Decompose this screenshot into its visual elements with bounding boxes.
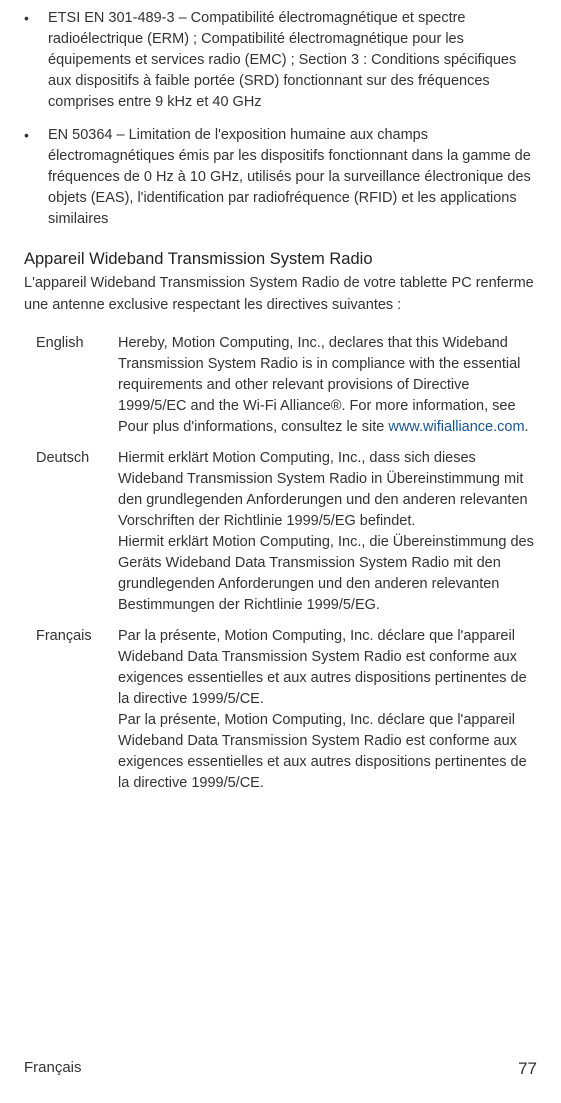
language-label: Deutsch [36, 448, 118, 616]
bullet-marker: • [24, 8, 48, 113]
page-number: 77 [518, 1059, 537, 1079]
table-row: Français Par la présente, Motion Computi… [36, 626, 537, 794]
list-item-text: EN 50364 – Limitation de l'exposition hu… [48, 125, 537, 230]
intro-text: L'appareil Wideband Transmission System … [24, 273, 537, 317]
language-declarations-table: English Hereby, Motion Computing, Inc., … [24, 333, 537, 794]
declaration-text: Hereby, Motion Computing, Inc., declares… [118, 333, 537, 438]
declaration-text: Par la présente, Motion Computing, Inc. … [118, 626, 537, 794]
page-footer: Français 77 [0, 1059, 561, 1079]
link-text[interactable]: www.wifialliance.com [388, 419, 524, 435]
section-heading: Appareil Wideband Transmission System Ra… [24, 248, 537, 271]
list-item-text: ETSI EN 301-489-3 – Compatibilité électr… [48, 8, 537, 113]
list-item: • EN 50364 – Limitation de l'exposition … [24, 125, 537, 230]
language-label: English [36, 333, 118, 438]
declaration-text: Hiermit erklärt Motion Computing, Inc., … [118, 448, 537, 616]
footer-section-label: Français [24, 1059, 82, 1079]
bullet-marker: • [24, 125, 48, 230]
table-row: English Hereby, Motion Computing, Inc., … [36, 333, 537, 438]
list-item: • ETSI EN 301-489-3 – Compatibilité élec… [24, 8, 537, 113]
table-row: Deutsch Hiermit erklärt Motion Computing… [36, 448, 537, 616]
language-label: Français [36, 626, 118, 794]
text-segment: . [525, 419, 529, 435]
standards-list: • ETSI EN 301-489-3 – Compatibilité élec… [24, 8, 537, 230]
